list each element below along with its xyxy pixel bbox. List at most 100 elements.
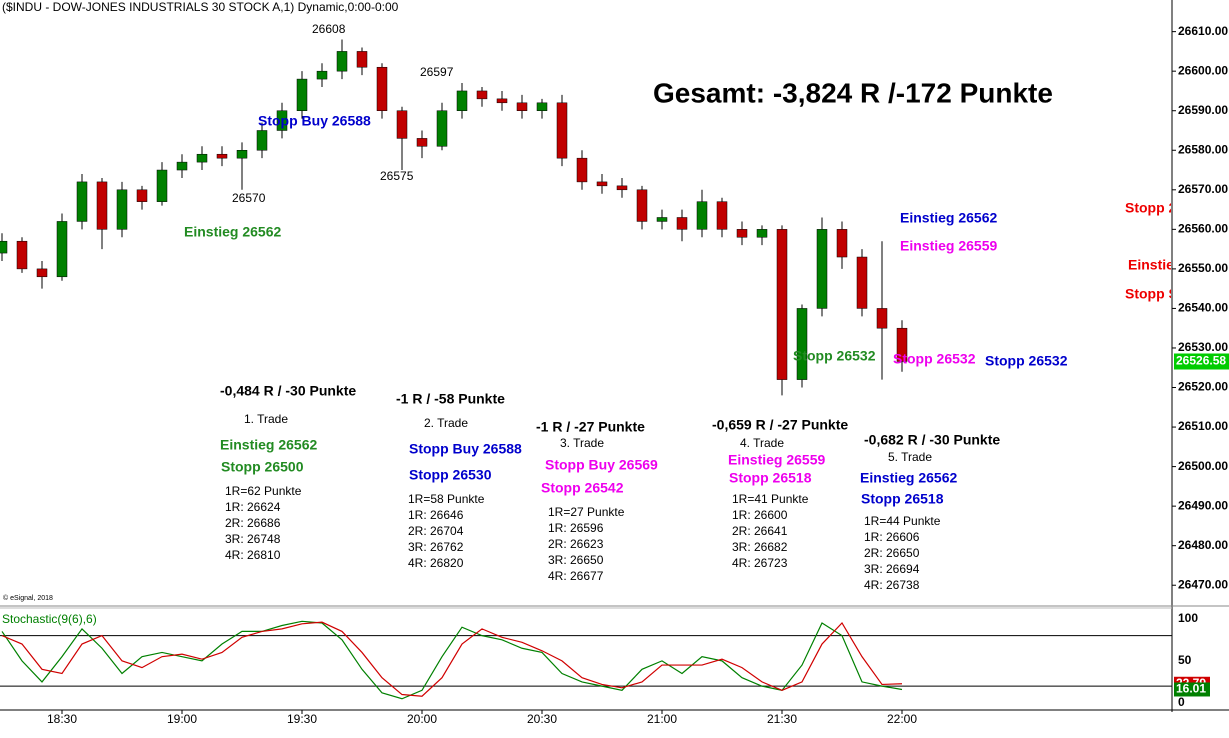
annotation: 1R=44 Punkte [864,514,941,528]
candle-body [676,217,688,230]
y-tick-label: 26590.00 [1178,103,1228,117]
x-tick-label: 19:30 [287,712,317,726]
candle-body [316,70,328,80]
candle-body [156,169,168,202]
candle-body [576,157,588,183]
x-tick-label: 22:00 [887,712,917,726]
annotation: Stopp Buy 26569 [545,457,658,473]
x-tick-label: 18:30 [47,712,77,726]
annotation: -0,484 R / -30 Punkte [220,383,356,399]
annotation: -0,682 R / -30 Punkte [864,432,1000,448]
x-tick-label: 21:00 [647,712,677,726]
annotation: 2R: 26641 [732,524,788,538]
candle-body [756,229,768,238]
annotation: Stopp Buy 26588 [258,113,371,129]
candle-body [116,189,128,230]
candle-body [396,110,408,139]
candle-body [276,110,288,131]
candle-body [196,153,208,163]
annotation: 3R: 26762 [408,540,464,554]
annotation: 1R=27 Punkte [548,505,625,519]
annotation: Stopp 2 [1125,200,1177,216]
chart-title: ($INDU - DOW-JONES INDUSTRIALS 30 STOCK … [2,0,399,14]
annotation: Einstie [1128,257,1174,273]
annotation: Einstieg 26559 [728,452,825,468]
annotation: Stopp 26532 [893,351,976,367]
annotation: 1. Trade [244,412,288,426]
stochastic-line [1,620,903,700]
candle-body [596,181,608,187]
last-price-label: 26526.58 [1176,354,1226,368]
annotation: 4R: 26820 [408,556,464,570]
annotation: 5. Trade [888,450,932,464]
candle-body [376,66,388,111]
candle-body [356,51,368,68]
candle-body [716,201,728,230]
candle-body [216,153,228,159]
annotation: 2R: 26650 [864,546,920,560]
annotation: Stopp 26518 [729,470,812,486]
annotation: -0,659 R / -27 Punkte [712,417,848,433]
y-tick-label: 0 [1178,695,1185,709]
annotation: Stopp 26532 [985,353,1068,369]
y-tick-label: 26550.00 [1178,261,1228,275]
annotation: 1R: 26646 [408,508,464,522]
annotation: Stopp 26532 [793,348,876,364]
annotation: 1R=41 Punkte [732,492,809,506]
candle-body [16,240,28,270]
annotation: 4. Trade [740,436,784,450]
annotation: Gesamt: -3,824 R /-172 Punkte [653,77,1053,108]
candle-body [836,229,848,258]
last-value-box [1174,682,1210,697]
candle-body [656,217,668,222]
annotation: 3R: 26650 [548,553,604,567]
annotation: 4R: 26723 [732,556,788,570]
candle-body [336,51,348,72]
y-tick-label: 26570.00 [1178,182,1228,196]
x-tick-label: 21:30 [767,712,797,726]
stochastic-line [1,621,903,697]
annotation: 26608 [312,22,346,36]
candle-body [76,181,88,222]
candle-body [56,221,68,278]
candle-body [136,189,148,202]
y-tick-label: 26600.00 [1178,63,1228,77]
candle-body [636,189,648,222]
y-tick-label: 26510.00 [1178,419,1228,433]
y-tick-label: 26580.00 [1178,142,1228,156]
annotation: Einstieg 26562 [860,470,957,486]
annotation: Stopp S [1125,286,1178,302]
candle-body [556,102,568,159]
y-tick-label: 26530.00 [1178,340,1228,354]
annotation: Stopp 26530 [409,467,492,483]
annotation: Stopp 26500 [221,459,304,475]
candle-body [776,229,788,380]
y-tick-label: 26500.00 [1178,459,1228,473]
candle-body [296,78,308,111]
annotation: 1R=58 Punkte [408,492,485,506]
candle-body [896,327,908,362]
y-tick-label: 26470.00 [1178,577,1228,591]
y-tick-label: 100 [1178,611,1198,625]
indicator-title: Stochastic(9(6),6) [2,612,97,626]
annotation: Einstieg 26559 [900,238,997,254]
annotation: 1R: 26606 [864,530,920,544]
candle-body [876,308,888,329]
last-price-box [1174,353,1229,370]
candle-body [416,138,428,147]
y-tick-label: 26540.00 [1178,301,1228,315]
candle-body [736,229,748,238]
annotation: 4R: 26738 [864,578,920,592]
y-tick-label: 50 [1178,653,1192,667]
annotation: 1R: 26600 [732,508,788,522]
annotation: 1R=62 Punkte [225,484,302,498]
annotation: 2R: 26623 [548,537,604,551]
candle-body [36,268,48,278]
annotation: 4R: 26810 [225,548,281,562]
annotation: 3R: 26682 [732,540,788,554]
candle-body [816,229,828,309]
annotation: -1 R / -58 Punkte [396,391,505,407]
y-tick-label: 26520.00 [1178,380,1228,394]
annotation: 1R: 26596 [548,521,604,535]
